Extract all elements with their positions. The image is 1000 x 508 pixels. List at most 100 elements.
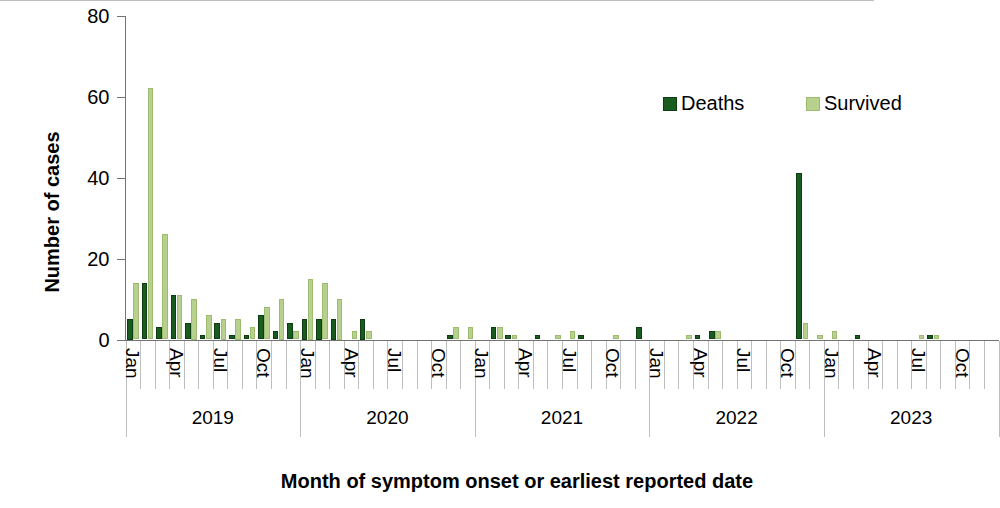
month-tick-label: Apr: [167, 348, 186, 378]
epi-curve-chart: Number of cases Month of symptom onset o…: [0, 0, 1000, 508]
bar-survived-2019-02: [148, 88, 154, 339]
month-tick: [198, 341, 199, 390]
y-axis-tick-label: 60: [60, 87, 110, 107]
month-tick-label: Oct: [603, 348, 622, 378]
y-axis-tick: [117, 340, 125, 341]
y-axis-tick: [117, 259, 125, 260]
bar-deaths-2021-08: [578, 335, 584, 339]
bar-survived-2020-02: [322, 283, 328, 340]
bar-survived-2019-06: [206, 315, 212, 339]
month-tick: [984, 341, 985, 390]
bar-survived-2019-11: [279, 299, 285, 340]
month-tick: [504, 341, 505, 390]
bar-deaths-2021-03: [505, 335, 511, 339]
legend-swatch-deaths-icon: [663, 97, 677, 111]
month-tick: [329, 341, 330, 390]
bar-survived-2020-03: [337, 299, 343, 340]
bar-deaths-2019-07: [214, 323, 220, 339]
bar-survived-2021-10: [613, 335, 619, 339]
bar-deaths-2022-11: [796, 173, 802, 339]
bar-survived-2022-05: [715, 331, 721, 339]
bar-deaths-2019-10: [258, 315, 264, 339]
bar-deaths-2019-04: [171, 295, 177, 340]
month-tick: [940, 341, 941, 390]
month-tick-label: Jul: [909, 348, 928, 372]
y-axis-tick-label: 0: [60, 330, 110, 350]
month-tick-label: Jul: [211, 348, 230, 372]
year-label-2021: 2021: [541, 407, 583, 429]
year-separator-line: [999, 341, 1000, 438]
bar-deaths-2019-06: [200, 335, 206, 339]
bar-survived-2021-02: [497, 327, 503, 339]
bar-deaths-2023-08: [927, 335, 933, 339]
year-label-2020: 2020: [366, 407, 408, 429]
bar-deaths-2021-02: [491, 327, 497, 339]
bar-deaths-2020-02: [316, 319, 322, 339]
month-tick-label: Jan: [472, 348, 491, 379]
month-tick: [417, 341, 418, 390]
month-tick: [809, 341, 810, 390]
bar-deaths-2020-03: [331, 319, 337, 339]
bar-survived-2019-12: [293, 331, 299, 339]
bar-survived-2019-08: [235, 319, 241, 339]
month-tick-label: Apr: [342, 348, 361, 378]
bar-deaths-2020-11: [447, 335, 453, 339]
bar-survived-2022-11: [803, 323, 809, 339]
bar-deaths-2019-03: [156, 327, 162, 339]
y-axis-line: [125, 16, 126, 340]
month-tick: [766, 341, 767, 390]
month-tick: [853, 341, 854, 390]
month-tick-label: Oct: [778, 348, 797, 378]
bar-survived-2019-09: [250, 327, 256, 339]
bar-deaths-2019-12: [287, 323, 293, 339]
month-tick: [678, 341, 679, 390]
month-tick: [722, 341, 723, 390]
bar-deaths-2019-01: [127, 319, 133, 339]
month-tick-label: Apr: [865, 348, 884, 378]
legend-label-survived: Survived: [824, 92, 902, 115]
bar-deaths-2019-11: [273, 331, 279, 339]
y-axis-tick: [117, 178, 125, 179]
bar-deaths-2020-05: [360, 319, 366, 339]
legend-label-deaths: Deaths: [681, 92, 744, 115]
month-tick-label: Jan: [298, 348, 317, 379]
y-axis-tick-label: 40: [60, 168, 110, 188]
bar-survived-2020-01: [308, 279, 314, 340]
bar-deaths-2020-01: [302, 319, 308, 339]
month-tick-label: Jan: [123, 348, 142, 379]
month-tick-label: Jul: [385, 348, 404, 372]
month-tick-label: Apr: [691, 348, 710, 378]
year-label-2023: 2023: [890, 407, 932, 429]
bar-survived-2019-10: [264, 307, 270, 339]
month-tick-label: Jul: [734, 348, 753, 372]
month-tick-label: Oct: [953, 348, 972, 378]
month-tick-label: Jul: [560, 348, 579, 372]
plot-area: 020406080JanAprJulOct2019JanAprJulOct202…: [0, 0, 1000, 1]
month-tick: [591, 341, 592, 390]
bar-survived-2022-12: [817, 335, 823, 339]
month-tick: [635, 341, 636, 390]
y-axis-tick: [117, 97, 125, 98]
bar-deaths-2021-12: [636, 327, 642, 339]
month-tick: [373, 341, 374, 390]
bar-survived-2019-07: [221, 319, 227, 339]
bar-survived-2020-12: [468, 327, 474, 339]
bar-survived-2020-05: [366, 331, 372, 339]
bar-deaths-2019-08: [229, 335, 235, 339]
month-tick: [547, 341, 548, 390]
y-axis-tick-label: 20: [60, 249, 110, 269]
month-tick: [155, 341, 156, 390]
year-label-2022: 2022: [715, 407, 757, 429]
y-axis-tick-label: 80: [60, 6, 110, 26]
month-tick: [242, 341, 243, 390]
month-tick: [897, 341, 898, 390]
bar-deaths-2023-03: [855, 335, 861, 339]
bar-survived-2019-03: [162, 234, 168, 339]
bar-survived-2021-06: [555, 335, 561, 339]
month-tick-label: Jan: [822, 348, 841, 379]
bar-deaths-2019-02: [142, 283, 148, 340]
month-tick: [286, 341, 287, 390]
bar-deaths-2019-05: [185, 323, 191, 339]
x-axis-title: Month of symptom onset or earliest repor…: [281, 470, 753, 493]
legend-swatch-survived-icon: [806, 97, 820, 111]
